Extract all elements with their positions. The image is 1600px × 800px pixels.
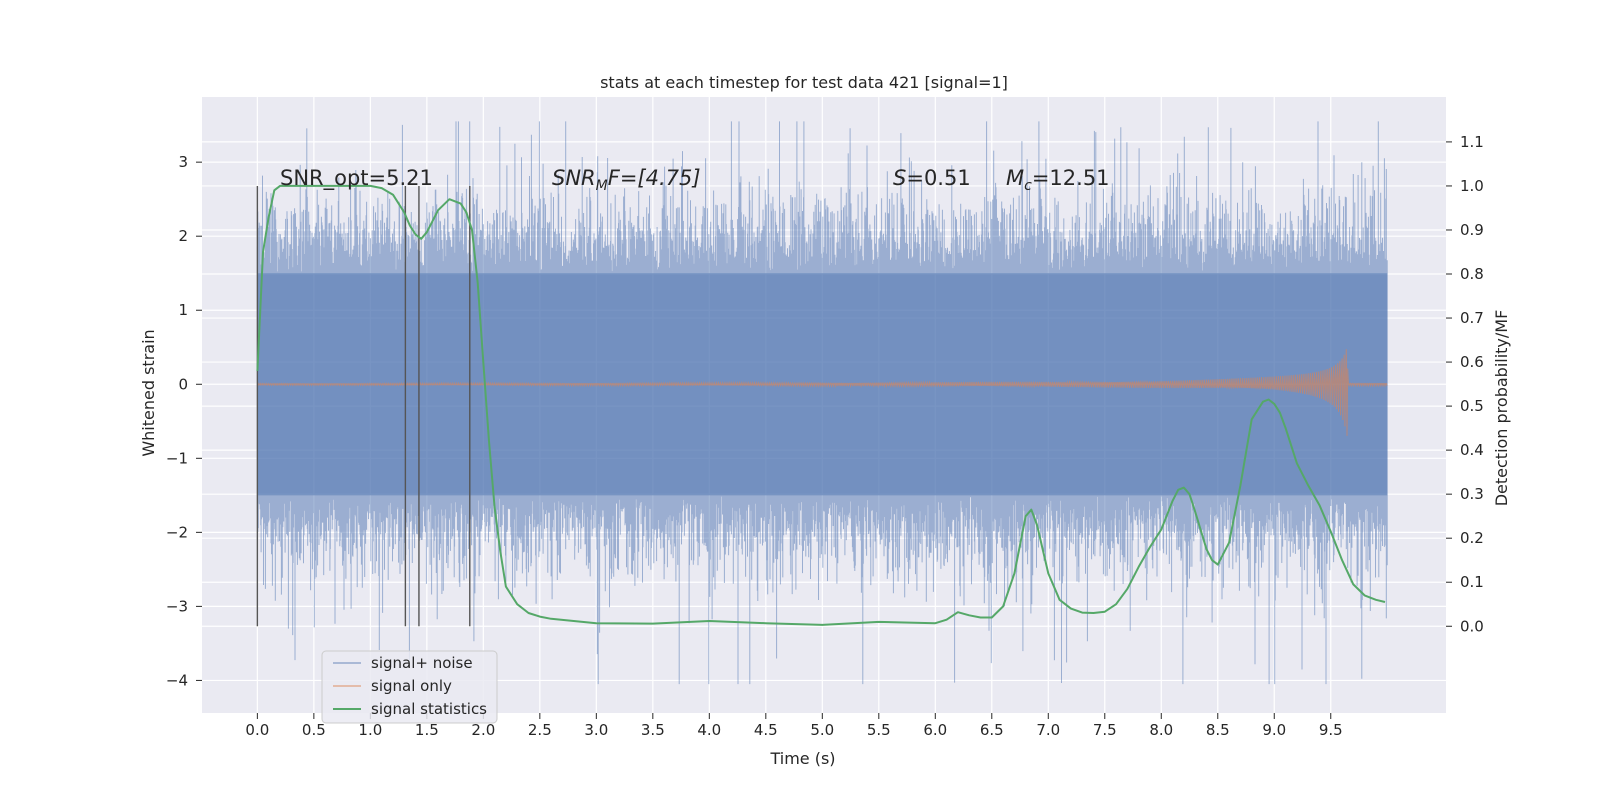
y-tick-label: 3 [178,153,188,171]
legend: signal+ noise signal only signal statist… [321,650,498,724]
x-tick-label: 8.5 [1206,721,1230,739]
signal-trace [257,349,1388,436]
y-tick-label: −4 [166,671,188,689]
x-tick-label: 3.0 [584,721,608,739]
annotation-mc: Mc=12.51 [1006,166,1110,194]
annotation-mc-rest: =12.51 [1032,166,1110,190]
y2-tick-label: 0.3 [1460,485,1484,503]
y-tick-label: −3 [166,597,188,615]
annotation-s: S=0.51 [893,166,971,190]
legend-label-noise: signal+ noise [371,654,473,672]
y2-tick-label: 0.1 [1460,573,1484,591]
y2-axis-ticks: 0.0 0.1 0.2 0.3 0.4 0.5 0.6 0.7 0.8 0.9 1.0 1.1 [1446,133,1484,635]
annotation-s-main: S [893,166,906,190]
annotation-mc-sub: c [1024,178,1032,194]
series-signal-statistics [256,184,1386,626]
x-tick-label: 7.5 [1093,721,1117,739]
y-tick-label: 1 [178,301,188,319]
annotation-snr-opt: SNR_opt=5.21 [280,166,433,191]
y-axis-label: Whitened strain [139,329,158,456]
y2-axis-label: Detection probability/MF [1492,310,1511,507]
y2-tick-label: 0.5 [1460,397,1484,415]
x-tick-label: 1.5 [415,721,439,739]
x-tick-label: 6.5 [980,721,1004,739]
legend-box [321,650,498,724]
y2-tick-label: 0.6 [1460,353,1484,371]
legend-label-signal: signal only [371,677,452,695]
x-tick-label: 3.5 [641,721,665,739]
y2-tick-label: 0.8 [1460,265,1484,283]
y2-tick-label: 1.1 [1460,133,1484,151]
y-tick-label: 2 [178,227,188,245]
legend-label-statistics: signal statistics [371,700,487,718]
x-tick-label: 0.0 [245,721,269,739]
x-tick-label: 8.0 [1149,721,1173,739]
y2-tick-label: 0.0 [1460,617,1484,635]
x-tick-label: 0.5 [302,721,326,739]
x-tick-label: 5.5 [867,721,891,739]
annotation-snr-mf: SNRMF=[4.75] [552,166,701,194]
y-tick-label: −2 [166,523,188,541]
x-tick-label: 4.0 [697,721,721,739]
x-tick-label: 1.0 [358,721,382,739]
y2-tick-label: 1.0 [1460,177,1484,195]
chart-title: stats at each timestep for test data 421… [600,73,1008,92]
y-tick-label: 0 [178,375,188,393]
x-tick-label: 2.5 [528,721,552,739]
y2-tick-label: 0.2 [1460,529,1484,547]
y-tick-label: −1 [166,449,188,467]
x-tick-label: 6.0 [923,721,947,739]
x-tick-label: 4.5 [754,721,778,739]
annotations: SNR_opt=5.21 SNRMF=[4.75] S=0.51 Mc=12.5… [280,166,1110,194]
statistics-line [256,184,1386,626]
y2-tick-label: 0.4 [1460,441,1484,459]
x-tick-label: 5.0 [810,721,834,739]
x-tick-label: 7.0 [1036,721,1060,739]
x-tick-label: 9.0 [1262,721,1286,739]
series-signal-only [257,349,1388,436]
y2-tick-label: 0.7 [1460,309,1484,327]
annotation-s-rest: =0.51 [906,166,970,190]
annotation-snr-mf-main: SNR [552,166,596,190]
annotation-snr-mf-rest: F=[4.75] [608,166,701,190]
annotation-mc-main: M [1006,166,1024,190]
y-axis-ticks: −4 −3 −2 −1 0 1 2 3 [166,153,202,689]
x-tick-label: 9.5 [1319,721,1343,739]
vertical-marker-lines [256,185,471,627]
x-axis-label: Time (s) [769,749,835,768]
y2-tick-label: 0.9 [1460,221,1484,239]
x-tick-label: 2.0 [471,721,495,739]
x-axis-ticks: 0.0 0.5 1.0 1.5 2.0 2.5 3.0 3.5 4.0 4.5 5.0 5.5 6.0 6… [245,713,1343,739]
annotation-snr-mf-sub: M [596,178,608,194]
